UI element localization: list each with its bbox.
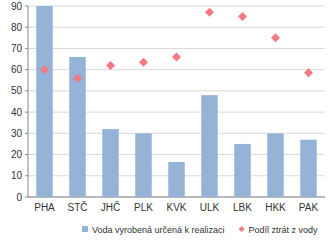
marker [139, 58, 148, 67]
legend-label: Podíl ztrát z vody [249, 225, 319, 235]
y-tick-label: 20 [11, 149, 23, 160]
marker [304, 68, 313, 77]
x-tick-label: HKK [265, 202, 286, 213]
x-tick-label: KVK [166, 202, 186, 213]
marker [238, 12, 247, 21]
grid-line [28, 27, 325, 28]
marker [73, 74, 82, 83]
y-tick-label: 80 [11, 22, 23, 33]
plot-area [36, 6, 317, 197]
grid-line [28, 48, 325, 49]
bar [69, 57, 86, 197]
marker [106, 61, 115, 70]
bar [267, 133, 284, 197]
y-tick-label: 60 [11, 64, 23, 75]
x-tick-label: ULK [200, 202, 220, 213]
y-tick-label: 0 [16, 192, 22, 203]
y-tick-label: 10 [11, 170, 23, 181]
y-tick-label: 30 [11, 128, 23, 139]
legend-swatch [239, 226, 245, 232]
bar [135, 133, 152, 197]
bar [300, 140, 317, 197]
chart: 0 10 20 30 40 50 60 70 80 90 PHA STČ JHČ PLK KVK ULK LBK… [0, 0, 330, 248]
bar [36, 6, 53, 197]
bar [102, 129, 119, 197]
marker [172, 52, 181, 61]
y-tick-label: 70 [11, 43, 23, 54]
legend-swatch [82, 226, 88, 232]
y-axis [28, 6, 29, 197]
bar [201, 95, 218, 197]
x-tick-label: PLK [134, 202, 153, 213]
x-tick-label: PAK [299, 202, 319, 213]
marker [271, 33, 280, 42]
bar [168, 162, 185, 197]
x-tick-label: STČ [68, 201, 88, 213]
y-tick-label: 50 [11, 85, 23, 96]
x-tick-label: JHČ [101, 201, 120, 213]
x-tick-label: LBK [233, 202, 252, 213]
marker [205, 8, 214, 17]
marker [40, 65, 49, 74]
y-tick-label: 90 [11, 1, 23, 12]
grid-line [28, 6, 325, 7]
bar [234, 144, 251, 197]
y-tick-label: 40 [11, 107, 23, 118]
legend-label: Voda vyrobená určená k realizaci [92, 225, 225, 235]
legend: Voda vyrobená určená k realizaci Podíl zt… [82, 225, 318, 235]
x-tick-label: PHA [34, 202, 55, 213]
